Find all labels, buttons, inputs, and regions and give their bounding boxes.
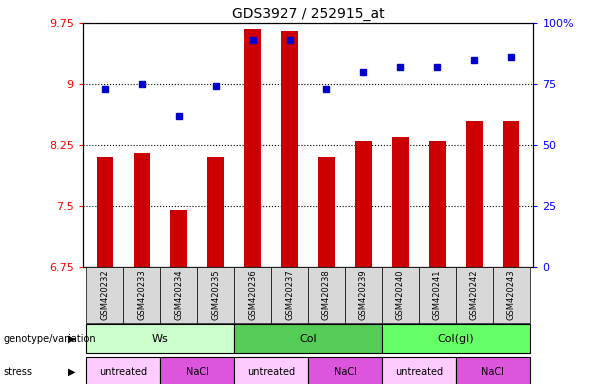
Text: NaCl: NaCl (481, 366, 504, 377)
Text: GSM420242: GSM420242 (470, 270, 479, 320)
Bar (382, 357, 455, 384)
Bar (234, 267, 271, 323)
Bar (455, 357, 530, 384)
Bar (86, 324, 234, 353)
Bar (234, 357, 308, 384)
Text: stress: stress (3, 366, 32, 377)
Bar (207, 157, 224, 267)
Bar (392, 137, 409, 267)
Bar (419, 267, 455, 323)
Bar (161, 357, 234, 384)
Bar (355, 141, 371, 267)
Bar (271, 267, 308, 323)
Bar (382, 324, 530, 353)
Text: GSM420233: GSM420233 (137, 269, 147, 320)
Text: GSM420239: GSM420239 (359, 270, 368, 320)
Text: Col: Col (299, 334, 317, 344)
Bar (345, 267, 382, 323)
Bar (318, 157, 335, 267)
Text: GSM420237: GSM420237 (285, 269, 294, 320)
Text: GSM420240: GSM420240 (396, 270, 405, 320)
Text: NaCl: NaCl (333, 366, 356, 377)
Bar (493, 267, 530, 323)
Text: GSM420243: GSM420243 (507, 270, 516, 320)
Bar (382, 267, 419, 323)
Text: genotype/variation: genotype/variation (3, 334, 96, 344)
Bar (170, 210, 187, 267)
Text: GSM420241: GSM420241 (433, 270, 442, 320)
Bar (429, 141, 446, 267)
Text: GSM420236: GSM420236 (248, 269, 257, 320)
Bar (86, 357, 161, 384)
Bar (134, 153, 150, 267)
Text: GSM420232: GSM420232 (101, 270, 109, 320)
Text: untreated: untreated (247, 366, 295, 377)
Bar (245, 29, 261, 267)
Text: ▶: ▶ (68, 366, 75, 377)
Bar (234, 324, 382, 353)
Text: Ws: Ws (152, 334, 169, 344)
Bar (308, 267, 345, 323)
Text: untreated: untreated (395, 366, 443, 377)
Bar (97, 157, 113, 267)
Text: Col(gl): Col(gl) (438, 334, 474, 344)
Text: GSM420238: GSM420238 (322, 269, 331, 320)
Title: GDS3927 / 252915_at: GDS3927 / 252915_at (232, 7, 384, 21)
Text: untreated: untreated (99, 366, 148, 377)
Text: NaCl: NaCl (186, 366, 208, 377)
Bar (197, 267, 234, 323)
Bar (308, 357, 382, 384)
Bar (503, 121, 519, 267)
Bar (455, 267, 493, 323)
Text: GSM420235: GSM420235 (211, 270, 220, 320)
Text: GSM420234: GSM420234 (174, 270, 183, 320)
Bar (161, 267, 197, 323)
Bar (281, 31, 298, 267)
Bar (86, 267, 123, 323)
Bar (123, 267, 161, 323)
Text: ▶: ▶ (68, 334, 75, 344)
Bar (466, 121, 482, 267)
